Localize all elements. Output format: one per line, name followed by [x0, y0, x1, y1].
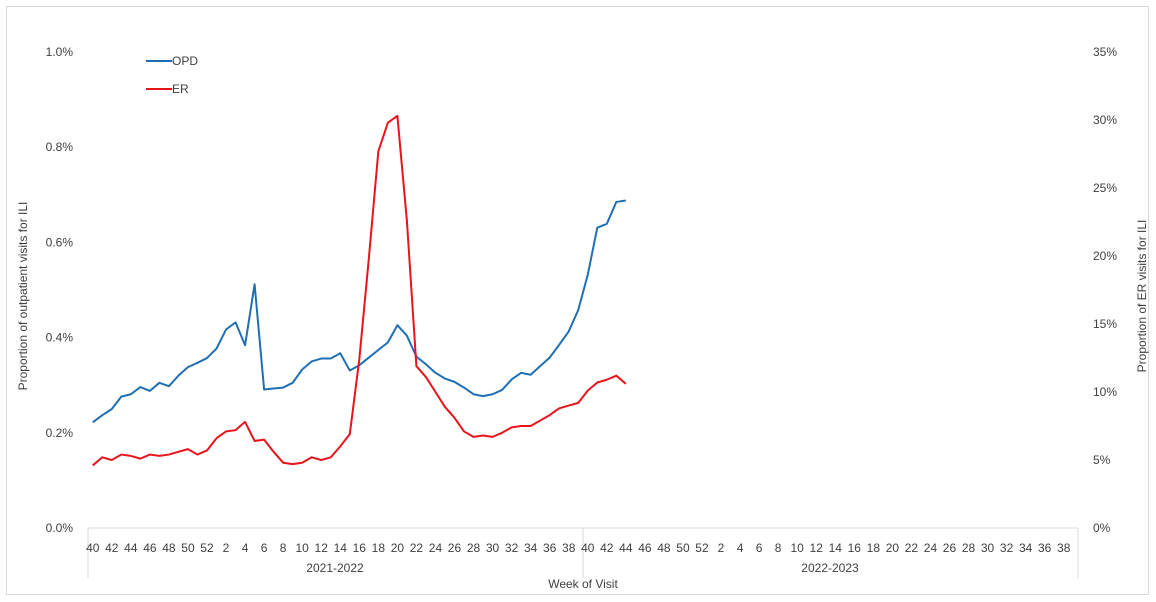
right-axis-title: Proportion of ER visits for ILI — [1135, 220, 1149, 373]
left-tick-label: 0.0% — [46, 521, 74, 535]
week-tick-label: 18 — [372, 541, 386, 555]
x-axis-title: Week of Visit — [548, 577, 618, 591]
week-tick-label: 24 — [429, 541, 443, 555]
series-line-opd — [92, 199, 626, 424]
week-tick-label: 42 — [600, 541, 614, 555]
week-tick-label: 18 — [867, 541, 881, 555]
week-tick-label: 44 — [124, 541, 138, 555]
week-tick-label: 50 — [181, 541, 195, 555]
week-tick-label: 4 — [737, 541, 744, 555]
week-tick-label: 6 — [261, 541, 268, 555]
week-tick-label: 40 — [86, 541, 100, 555]
week-tick-label: 48 — [162, 541, 176, 555]
week-tick-label: 26 — [943, 541, 957, 555]
week-tick-label: 4 — [242, 541, 249, 555]
week-tick-label: 30 — [486, 541, 500, 555]
legend-label-opd: OPD — [172, 54, 198, 68]
chart-frame — [6, 6, 1149, 595]
week-tick-label: 34 — [1019, 541, 1033, 555]
week-tick-label: 10 — [296, 541, 310, 555]
left-tick-label: 0.2% — [46, 426, 74, 440]
week-tick-label: 42 — [105, 541, 119, 555]
week-tick-label: 24 — [924, 541, 938, 555]
week-tick-label: 38 — [1057, 541, 1071, 555]
left-axis-ticks: 0.0% 0.2% 0.4% 0.6% 0.8% 1.0% — [46, 45, 74, 535]
week-tick-label: 28 — [467, 541, 481, 555]
week-tick-label: 22 — [410, 541, 424, 555]
week-tick-label: 28 — [962, 541, 976, 555]
right-tick-label: 25% — [1093, 181, 1117, 195]
left-axis-title: Proportion of outpatient visits for ILI — [16, 202, 30, 391]
series-line-er — [92, 114, 627, 467]
week-tick-label: 12 — [810, 541, 824, 555]
week-tick-label: 36 — [543, 541, 557, 555]
series-lines — [92, 114, 627, 467]
week-tick-label: 8 — [280, 541, 287, 555]
week-tick-label: 26 — [448, 541, 462, 555]
week-tick-label: 32 — [1000, 541, 1014, 555]
right-tick-label: 10% — [1093, 385, 1117, 399]
season-label-2021-2022: 2021-2022 — [306, 561, 364, 575]
week-tick-label: 44 — [619, 541, 633, 555]
week-tick-label: 16 — [353, 541, 367, 555]
legend: OPD ER — [146, 54, 198, 96]
week-tick-label: 16 — [848, 541, 862, 555]
week-tick-label: 6 — [756, 541, 763, 555]
x-axis-week-labels: 40 42 44 46 48 50 52 2 4 6 8 10 12 14 16 18 20 22 24 26 28 30… — [86, 541, 1071, 555]
week-tick-label: 22 — [905, 541, 919, 555]
week-tick-label: 34 — [524, 541, 538, 555]
left-tick-label: 0.4% — [46, 331, 74, 345]
right-tick-label: 35% — [1093, 45, 1117, 59]
left-tick-label: 0.6% — [46, 235, 74, 249]
left-tick-label: 0.8% — [46, 140, 74, 154]
right-tick-label: 15% — [1093, 317, 1117, 331]
week-tick-label: 10 — [791, 541, 805, 555]
week-tick-label: 14 — [334, 541, 348, 555]
week-tick-label: 14 — [829, 541, 843, 555]
week-tick-label: 2 — [718, 541, 725, 555]
week-tick-label: 40 — [581, 541, 595, 555]
right-tick-label: 20% — [1093, 249, 1117, 263]
week-tick-label: 38 — [562, 541, 576, 555]
legend-label-er: ER — [172, 82, 189, 96]
right-tick-label: 30% — [1093, 113, 1117, 127]
week-tick-label: 36 — [1038, 541, 1052, 555]
week-tick-label: 2 — [223, 541, 230, 555]
right-tick-label: 0% — [1093, 521, 1111, 535]
week-tick-label: 20 — [391, 541, 405, 555]
week-tick-label: 30 — [981, 541, 995, 555]
week-tick-label: 46 — [638, 541, 652, 555]
week-tick-label: 12 — [315, 541, 329, 555]
week-tick-label: 8 — [775, 541, 782, 555]
week-tick-label: 32 — [505, 541, 519, 555]
right-axis-ticks: 0% 5% 10% 15% 20% 25% 30% 35% — [1093, 45, 1117, 535]
left-tick-label: 1.0% — [46, 45, 74, 59]
week-tick-label: 20 — [886, 541, 900, 555]
season-label-2022-2023: 2022-2023 — [801, 561, 859, 575]
week-tick-label: 48 — [657, 541, 671, 555]
week-tick-label: 52 — [200, 541, 214, 555]
week-tick-label: 50 — [676, 541, 690, 555]
week-tick-label: 52 — [695, 541, 709, 555]
week-tick-label: 46 — [143, 541, 157, 555]
right-tick-label: 5% — [1093, 453, 1111, 467]
